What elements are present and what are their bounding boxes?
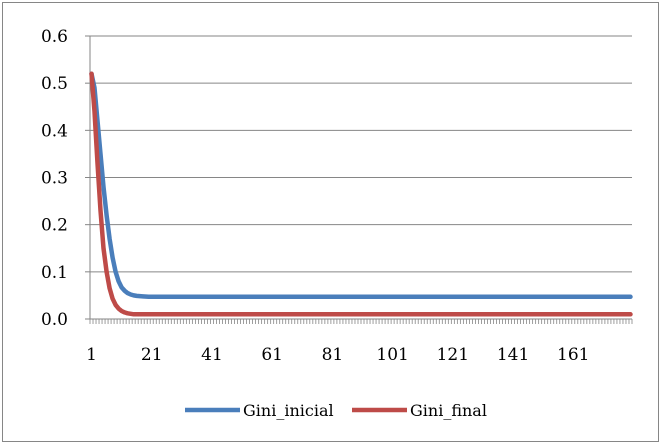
legend-label-gini-inicial: Gini_inicial [243, 401, 334, 420]
axes: 0.00.10.20.30.40.50.61 21 41 61 81 101 121 141 1… [41, 27, 633, 365]
legend: Gini_inicial Gini_final [185, 401, 487, 420]
y-tick-label: 0.1 [41, 263, 68, 283]
y-tick-label: 0.2 [41, 216, 68, 236]
chart-area [2, 2, 659, 442]
y-tick-label: 0.0 [41, 310, 68, 330]
y-tick-label: 0.6 [41, 27, 68, 47]
y-tick-label: 0.4 [41, 121, 68, 141]
y-tick-label: 0.3 [41, 169, 68, 189]
x-tick-label: 1 [86, 345, 97, 365]
x-tick-label: 121 [437, 345, 469, 365]
legend-label-gini-final: Gini_final [410, 401, 487, 420]
series-lines [89, 71, 633, 317]
x-tick-label: 61 [261, 345, 283, 365]
y-tick-label: 0.5 [41, 74, 68, 94]
x-tick-label: 141 [497, 345, 529, 365]
x-tick-label: 21 [141, 345, 163, 365]
gridlines [90, 35, 632, 273]
x-tick-label: 101 [376, 345, 408, 365]
x-tick-label: 41 [201, 345, 223, 365]
series-line-gini-final [89, 71, 633, 317]
series-line-gini-inicial [89, 71, 633, 300]
x-tick-label: 81 [322, 345, 344, 365]
x-tick-label: 161 [557, 345, 589, 365]
